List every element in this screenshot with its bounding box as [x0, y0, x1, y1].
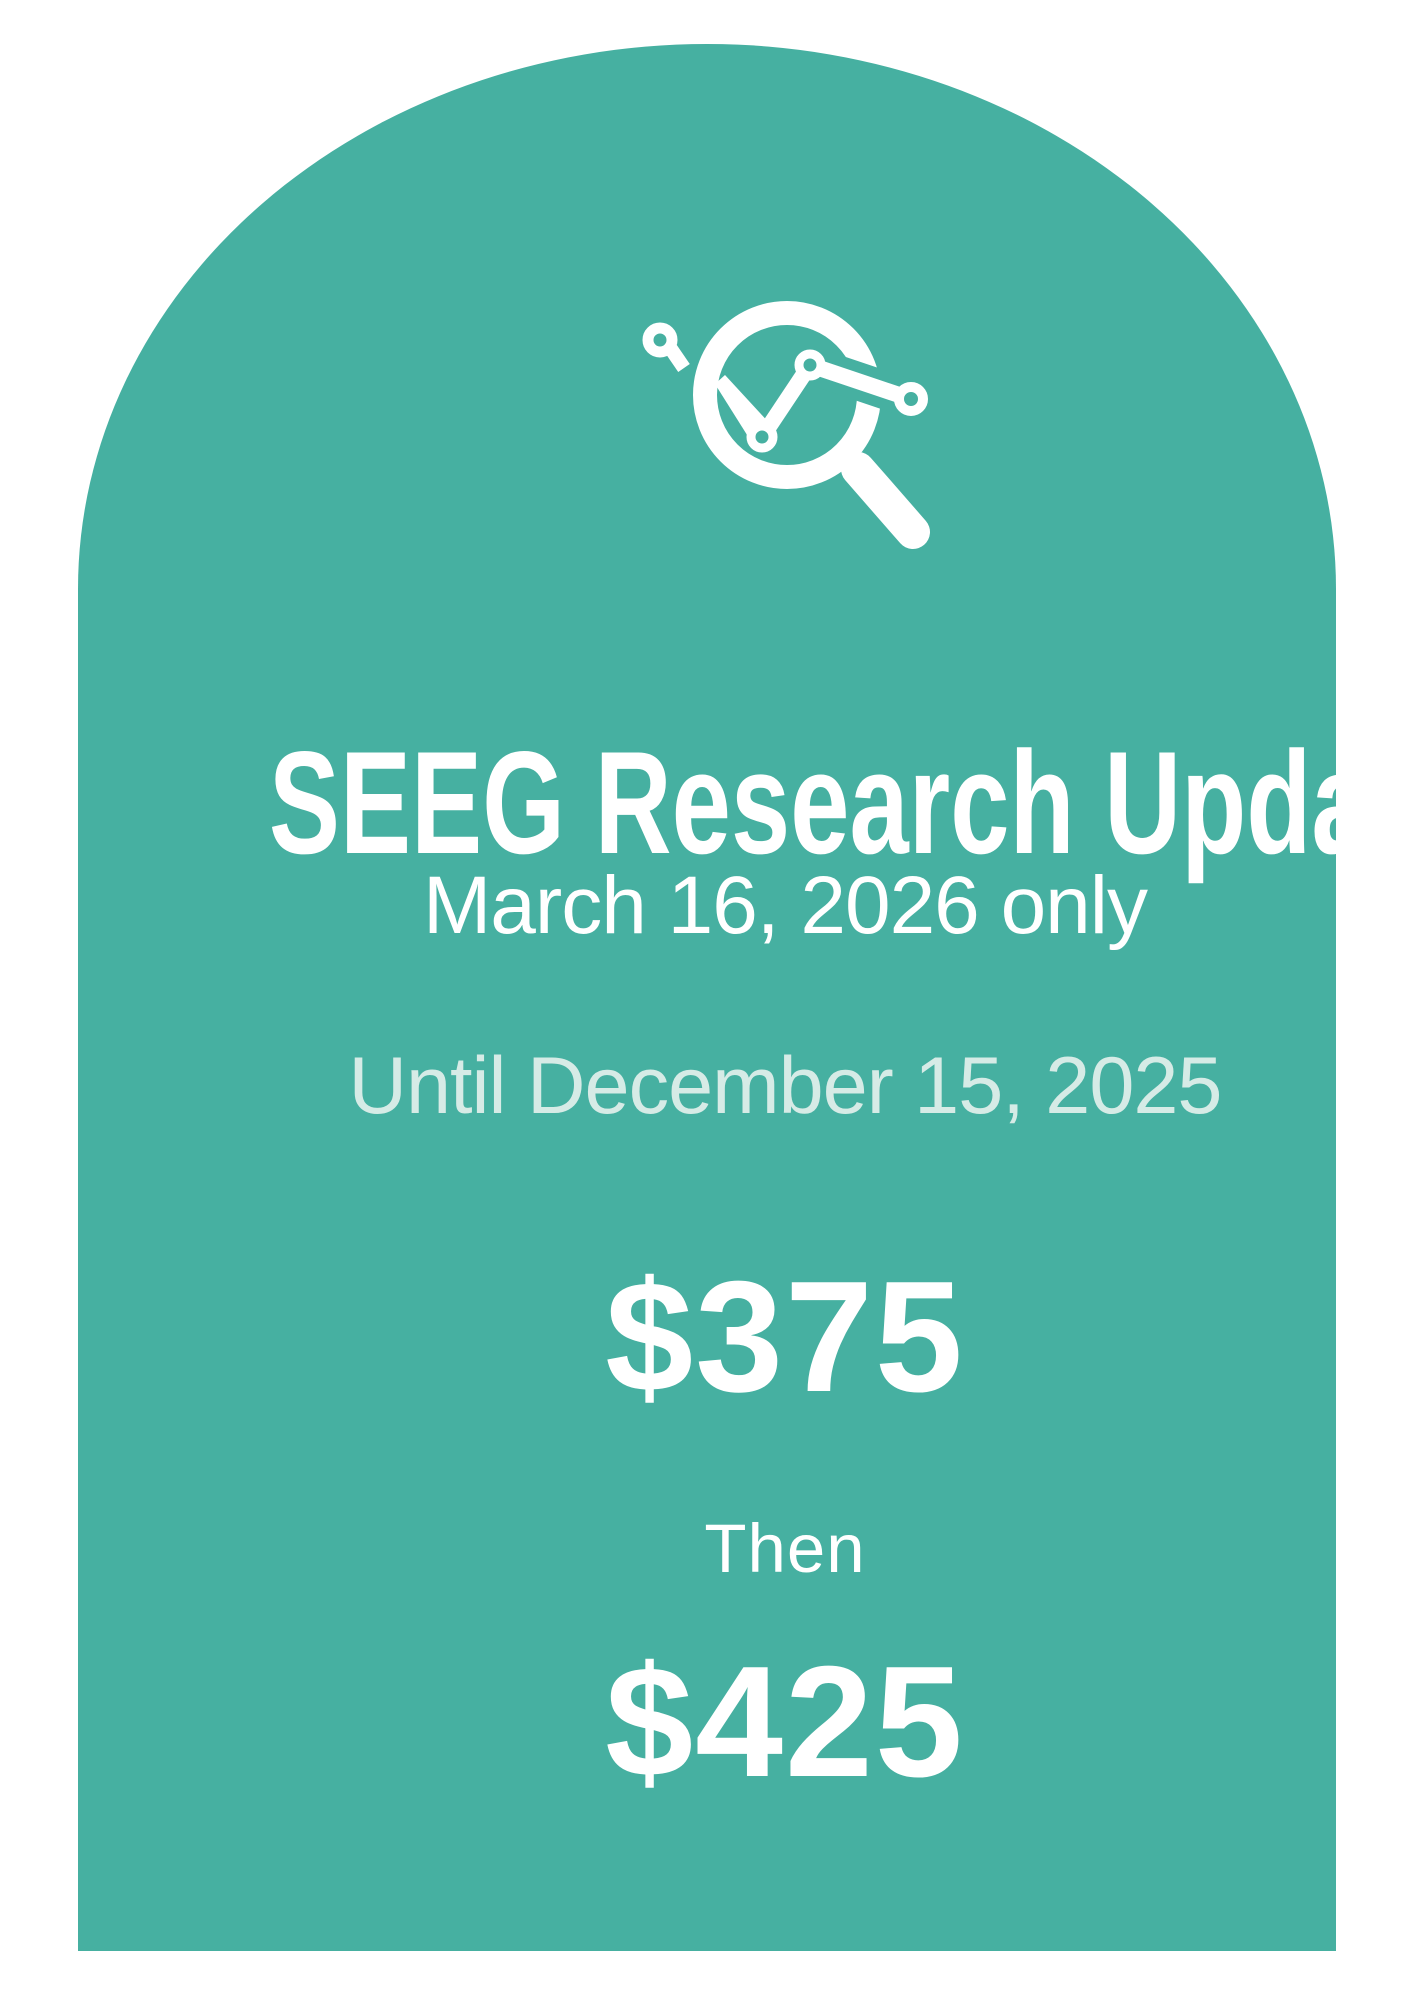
deadline-text: Until December 15, 2025 [348, 1041, 1223, 1131]
then-label: Then [704, 1510, 866, 1587]
promo-card: SEEG Research Update March 16, 2026 only… [78, 44, 1414, 1951]
date-subtitle: March 16, 2026 only [422, 860, 1148, 951]
early-price: $375 [605, 1249, 965, 1425]
future-price: $425 [605, 1634, 965, 1810]
icon-container [635, 292, 935, 557]
page-title: SEEG Research Update [268, 721, 1414, 884]
magnifier-trend-chart-icon [642, 301, 930, 549]
